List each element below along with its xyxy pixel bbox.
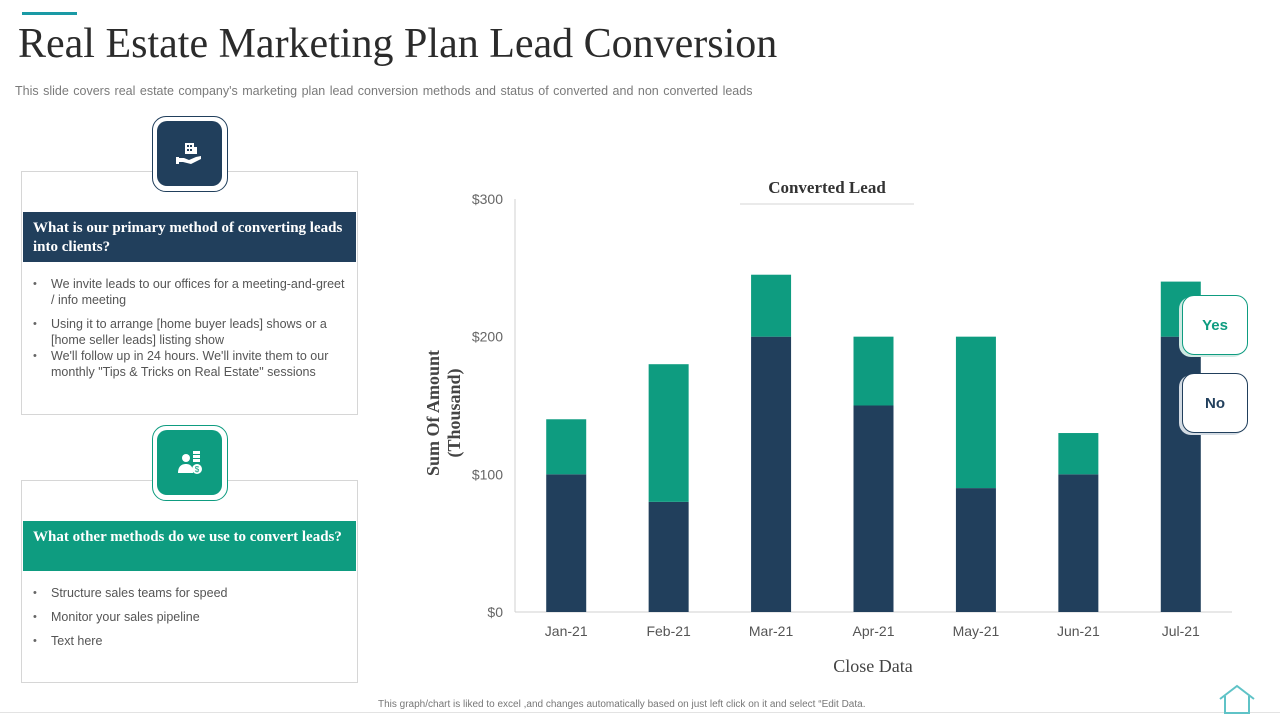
bar-no	[648, 501, 689, 612]
hand-building-icon	[175, 142, 201, 164]
bar-yes	[853, 336, 894, 406]
bar-yes	[751, 274, 792, 337]
bar-no	[546, 474, 587, 612]
list-item: Text here	[31, 633, 345, 649]
x-tick-label: Jun-21	[1057, 623, 1100, 639]
primary-method-list: We invite leads to our offices for a mee…	[31, 276, 345, 388]
chart-title: Converted Lead	[768, 178, 886, 197]
bottom-divider	[0, 712, 1280, 713]
bar-yes	[648, 364, 689, 502]
other-methods-heading: What other methods do we use to convert …	[23, 521, 356, 571]
y-tick-label: $0	[487, 604, 503, 620]
list-item: Monitor your sales pipeline	[31, 609, 345, 625]
list-item: We invite leads to our offices for a mee…	[31, 276, 345, 308]
bar-yes	[1058, 433, 1099, 475]
list-item: We'll follow up in 24 hours. We'll invit…	[31, 348, 345, 380]
list-item: Structure sales teams for speed	[31, 585, 345, 601]
y-axis-label-line: (Thousand)	[444, 368, 465, 457]
x-tick-label: Jul-21	[1162, 623, 1200, 639]
footnote: This graph/chart is liked to excel ,and …	[378, 699, 866, 710]
x-tick-label: Mar-21	[749, 623, 794, 639]
bar-no	[1058, 474, 1099, 612]
legend-no[interactable]: No	[1182, 373, 1248, 433]
y-axis-label: Sum Of Amount(Thousand)	[423, 350, 465, 476]
primary-method-badge	[152, 116, 228, 192]
converted-lead-chart: $0 $100 $200 $300 Jan-21 Feb-21 Mar-21 Apr-21 Ma…	[423, 178, 1232, 676]
home-icon[interactable]	[1217, 683, 1257, 715]
x-tick-label: Apr-21	[852, 623, 894, 639]
legend-yes[interactable]: Yes	[1182, 295, 1248, 355]
page-title: Real Estate Marketing Plan Lead Conversi…	[18, 21, 778, 67]
title-accent-line	[22, 12, 77, 15]
other-methods-card: What other methods do we use to convert …	[21, 480, 358, 683]
chart-bars	[546, 274, 1201, 612]
primary-method-card: What is our primary method of converting…	[21, 171, 358, 415]
y-tick-label: $100	[472, 466, 503, 482]
bar-no	[955, 488, 996, 612]
agent-money-icon: $	[177, 450, 202, 474]
x-axis-label: Close Data	[833, 656, 912, 676]
bar-no	[751, 336, 792, 612]
list-item: Using it to arrange [home buyer leads] s…	[31, 316, 345, 348]
bar-no	[853, 405, 894, 612]
other-methods-badge: $	[152, 425, 228, 501]
svg-text:$: $	[194, 465, 199, 474]
other-methods-list: Structure sales teams for speed Monitor …	[31, 585, 345, 657]
bar-yes	[955, 336, 996, 489]
y-axis-label-line: Sum Of Amount	[423, 350, 443, 476]
page-subtitle: This slide covers real estate company's …	[15, 84, 753, 98]
x-tick-label: May-21	[953, 623, 1000, 639]
chart-labels: $0 $100 $200 $300 Jan-21 Feb-21 Mar-21 Apr-21 Ma…	[423, 178, 1200, 676]
y-tick-label: $300	[472, 191, 503, 207]
x-tick-label: Feb-21	[646, 623, 691, 639]
x-tick-label: Jan-21	[545, 623, 588, 639]
primary-method-heading: What is our primary method of converting…	[23, 212, 356, 262]
y-tick-label: $200	[472, 329, 503, 345]
bar-yes	[546, 419, 587, 475]
